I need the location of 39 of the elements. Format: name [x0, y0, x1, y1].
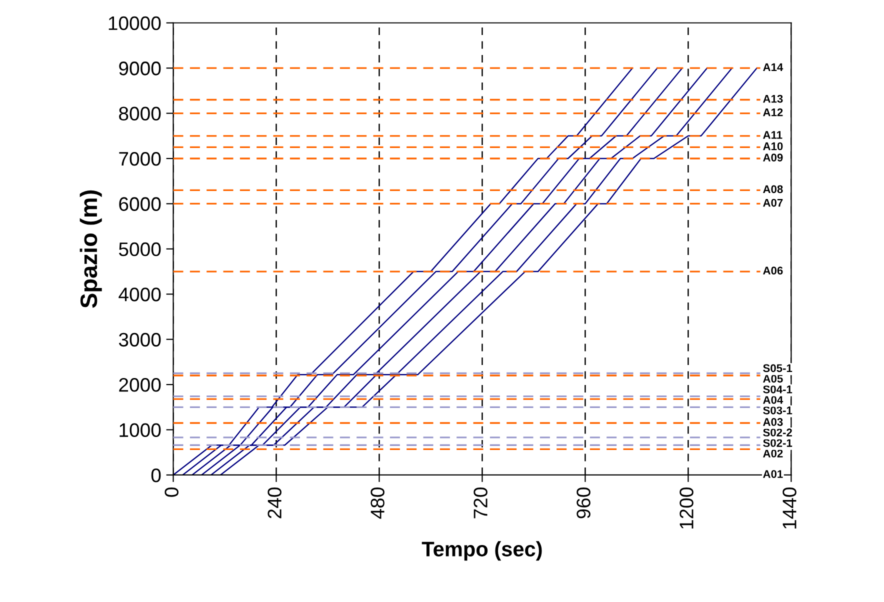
ref-line-label: A06 — [763, 266, 783, 275]
y-axis-title: Spazio (m) — [80, 190, 102, 308]
ref-line-label: A03 — [763, 418, 783, 426]
ref-line-label: A07 — [763, 198, 783, 207]
x-axis-title: Tempo (sec) — [422, 541, 542, 561]
y-tick-label: 4000 — [118, 288, 161, 302]
x-tick-label: 960 — [576, 488, 590, 518]
x-tick-label: 0 — [164, 488, 178, 497]
ref-line-label: S03-1 — [763, 406, 792, 414]
y-tick-label: 7000 — [119, 152, 161, 166]
ref-line-label: S02-2 — [763, 428, 792, 436]
y-tick-label: 3000 — [118, 332, 161, 347]
y-tick-label: 6000 — [119, 197, 161, 211]
ref-line-label: A08 — [763, 185, 783, 194]
ref-line-label: A04 — [763, 396, 784, 404]
ref-line-label: A09 — [763, 154, 783, 162]
ref-line-label: A13 — [763, 94, 783, 103]
ref-line-label: A12 — [763, 108, 783, 116]
y-tick-label: 8000 — [119, 106, 161, 121]
ref-line-label: A11 — [763, 131, 782, 139]
ref-line-label: A10 — [763, 142, 783, 150]
ref-line-label: S04-1 — [763, 385, 792, 394]
y-tick-label: 2000 — [119, 378, 161, 392]
x-tick-label: 240 — [268, 488, 282, 518]
ref-line-label: S02-1 — [763, 439, 792, 447]
ref-line-label: A02 — [763, 450, 783, 458]
x-tick-label: 1200 — [680, 488, 694, 529]
x-tick-label: 1440 — [782, 488, 796, 529]
ref-line-label: A05 — [763, 374, 783, 383]
y-tick-label: 9000 — [119, 62, 161, 76]
y-tick-label: 1000 — [120, 423, 161, 438]
x-tick-label: 720 — [474, 488, 488, 518]
y-tick-label: 0 — [151, 468, 161, 482]
ref-line-label: S05-1 — [763, 364, 792, 372]
x-tick-label: 480 — [370, 488, 384, 519]
y-tick-label: 10000 — [108, 16, 161, 30]
annotation: A01 — [763, 470, 783, 478]
ref-line-label: A14 — [763, 63, 784, 71]
y-tick-label: 5000 — [118, 242, 161, 256]
